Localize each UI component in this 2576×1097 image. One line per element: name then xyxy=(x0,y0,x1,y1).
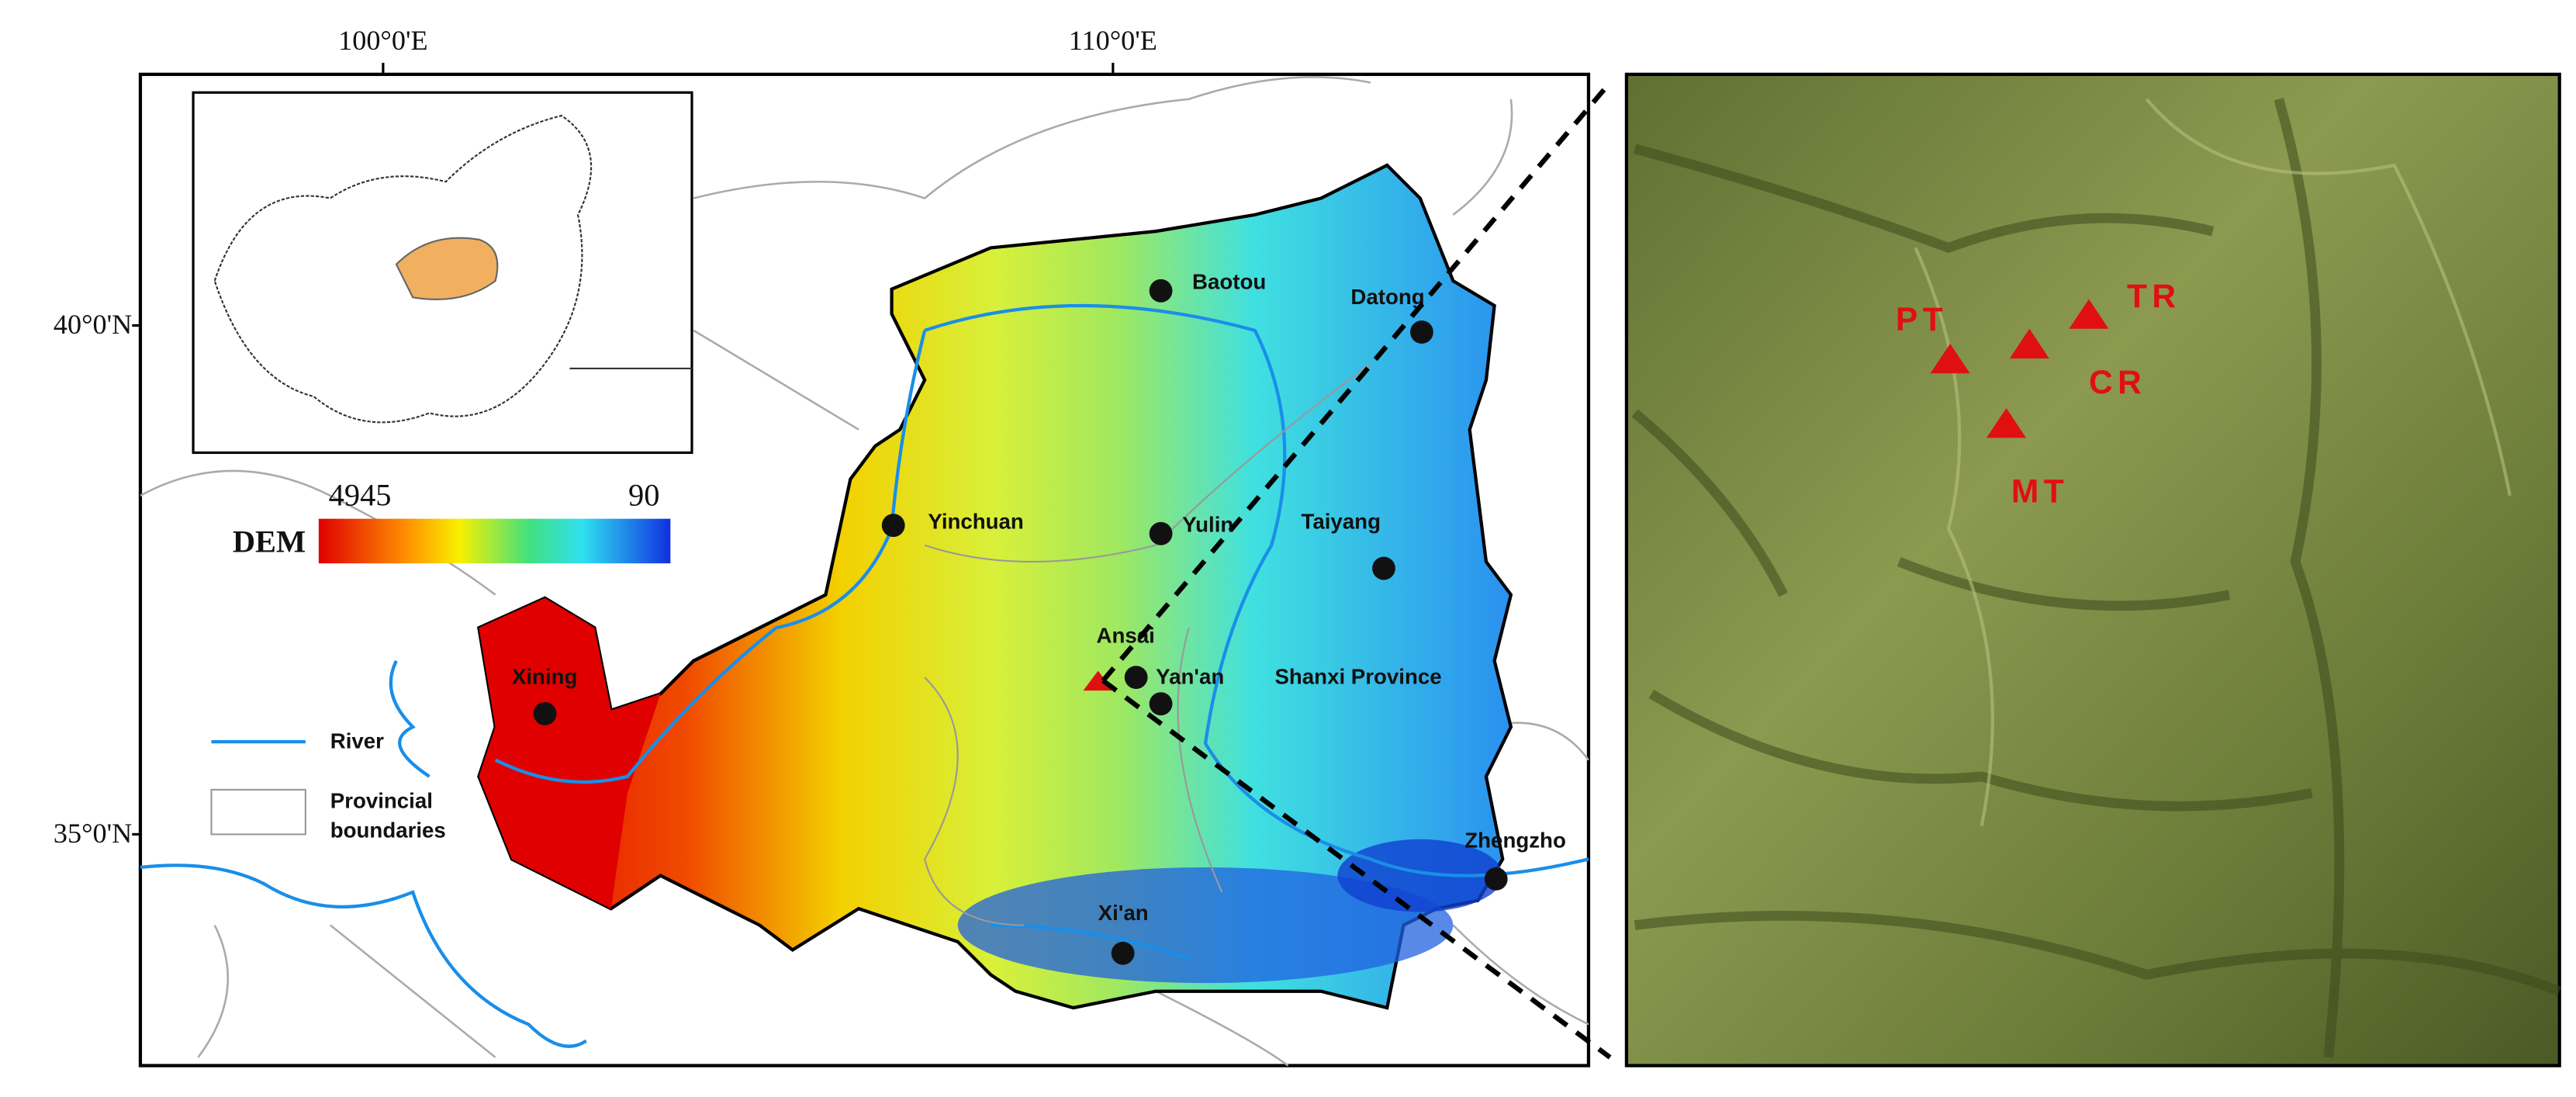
aerial-photo xyxy=(1624,72,2561,1068)
city-label: Xi'an xyxy=(1098,901,1149,925)
legend-boundaries: Provincial xyxy=(330,788,433,812)
city-label: Yan'an xyxy=(1156,665,1224,689)
plot-markers xyxy=(1930,299,2109,438)
city-label: Datong xyxy=(1350,285,1424,309)
plot-label: TR xyxy=(2127,278,2181,315)
city-dots xyxy=(533,279,1508,965)
valley xyxy=(1337,839,1503,912)
china-outline xyxy=(213,114,593,424)
legend-boundaries: boundaries xyxy=(330,818,446,843)
city-label: Yinchuan xyxy=(928,509,1023,533)
dem-min: 90 xyxy=(628,478,659,513)
plot-label: CR xyxy=(2089,364,2146,401)
dem-max: 4945 xyxy=(329,478,392,513)
lat-label: 35°0'N xyxy=(54,818,132,849)
roads xyxy=(1914,98,2512,827)
province-lines xyxy=(924,362,1371,926)
plot-label: MT xyxy=(2011,472,2069,510)
province-label: Shanxi Province xyxy=(1274,665,1441,689)
lat-label: 40°0'N xyxy=(54,309,132,340)
connector xyxy=(1101,81,1613,1060)
boundary-key xyxy=(210,788,306,836)
city-label: Taiyang xyxy=(1302,509,1381,533)
terraces xyxy=(1631,98,2562,1058)
city-label: Xining xyxy=(512,665,577,689)
dem-title: DEM xyxy=(233,524,306,559)
rivers xyxy=(140,303,1589,1048)
plot-label: PT xyxy=(1896,301,1948,338)
site-marker xyxy=(1083,670,1113,691)
red-highland xyxy=(479,597,661,909)
lon-label: 110°0'E xyxy=(1069,25,1157,56)
lon-label: 100°0'E xyxy=(338,25,427,56)
city-label: Baotou xyxy=(1192,270,1266,294)
city-label: Yulin xyxy=(1182,513,1233,537)
city-label: Zhengzho xyxy=(1464,828,1566,852)
valley xyxy=(957,867,1454,984)
colorbar xyxy=(318,518,671,564)
plateau-inset xyxy=(395,237,499,301)
legend-river: River xyxy=(330,729,384,753)
